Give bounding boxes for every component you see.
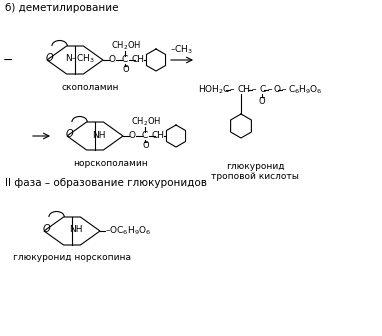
Text: CH: CH [152, 131, 165, 140]
Text: –: – [252, 85, 256, 94]
Text: O: O [259, 97, 265, 107]
Text: NH: NH [69, 225, 83, 235]
Text: норскополамин: норскополамин [73, 159, 147, 168]
Text: O: O [123, 65, 129, 74]
Text: глюкуронид норскопина: глюкуронид норскопина [13, 253, 131, 262]
Text: –: – [230, 85, 235, 94]
Text: C$_6$H$_9$O$_6$: C$_6$H$_9$O$_6$ [288, 84, 323, 96]
Text: глюкуронид
троповой кислоты: глюкуронид троповой кислоты [211, 162, 299, 181]
Text: HOH$_2$C: HOH$_2$C [198, 84, 231, 96]
Text: C: C [142, 131, 148, 140]
Text: −: − [3, 53, 13, 67]
Text: O: O [274, 85, 281, 94]
Text: O: O [65, 129, 73, 139]
Text: CH: CH [238, 85, 251, 94]
Text: O: O [108, 55, 115, 65]
Text: O: O [42, 224, 50, 234]
Text: II фаза – образование глюкуронидов: II фаза – образование глюкуронидов [5, 178, 207, 188]
Text: –OC$_6$H$_9$O$_6$: –OC$_6$H$_9$O$_6$ [105, 225, 151, 237]
Text: O: O [128, 131, 136, 140]
Text: скополамин: скополамин [61, 83, 119, 92]
Text: CH$_2$OH: CH$_2$OH [131, 116, 161, 128]
Text: O: O [143, 141, 149, 151]
Text: –CH$_3$: –CH$_3$ [170, 43, 194, 55]
Text: –: – [268, 85, 272, 94]
Text: CH$_2$OH: CH$_2$OH [111, 40, 141, 52]
Text: –: – [282, 85, 286, 94]
Text: C: C [260, 85, 266, 94]
Text: б) деметилирование: б) деметилирование [5, 3, 118, 13]
Text: NH: NH [92, 130, 106, 139]
Text: N–CH$_3$: N–CH$_3$ [65, 53, 95, 65]
Text: C: C [122, 55, 128, 65]
Text: CH: CH [131, 55, 144, 65]
Text: O: O [45, 53, 53, 63]
